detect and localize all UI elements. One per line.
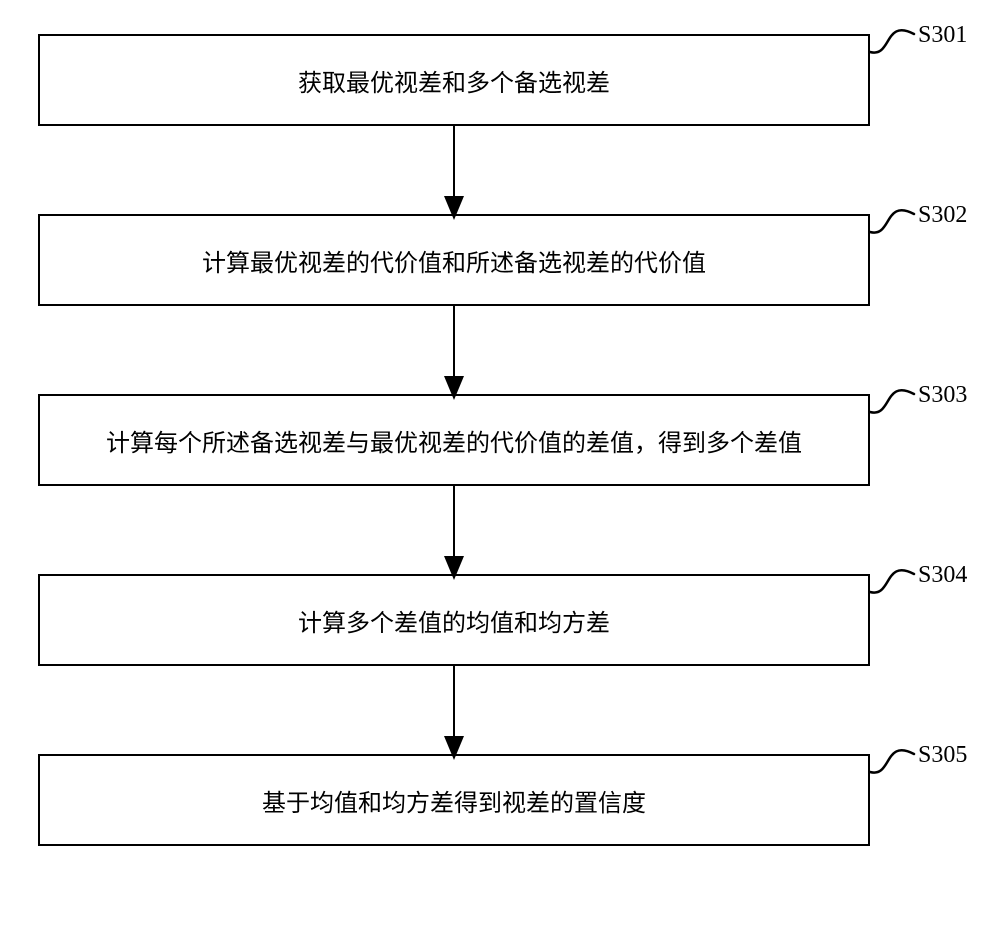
label-connector-S303 (870, 390, 914, 412)
flow-step-text: 计算最优视差的代价值和所述备选视差的代价值 (202, 243, 706, 278)
flow-step-S305: 基于均值和均方差得到视差的置信度 (38, 754, 870, 846)
flow-step-text: 计算每个所述备选视差与最优视差的代价值的差值，得到多个差值 (106, 423, 802, 458)
label-connector-S305 (870, 750, 914, 772)
step-label-S302: S302 (918, 202, 967, 229)
flow-step-text: 获取最优视差和多个备选视差 (298, 63, 610, 98)
label-connector-S302 (870, 210, 914, 232)
flowchart-canvas: 获取最优视差和多个备选视差 S301 计算最优视差的代价值和所述备选视差的代价值 S3… (0, 0, 1000, 936)
label-connector-S304 (870, 570, 914, 592)
step-label-S301: S301 (918, 22, 967, 49)
step-label-S303: S303 (918, 382, 967, 409)
flow-step-text: 基于均值和均方差得到视差的置信度 (262, 783, 646, 818)
flow-step-S303: 计算每个所述备选视差与最优视差的代价值的差值，得到多个差值 (38, 394, 870, 486)
flow-step-S301: 获取最优视差和多个备选视差 (38, 34, 870, 126)
label-connector-S301 (870, 30, 914, 52)
step-label-S305: S305 (918, 742, 967, 769)
flow-step-S302: 计算最优视差的代价值和所述备选视差的代价值 (38, 214, 870, 306)
flow-step-text: 计算多个差值的均值和均方差 (298, 603, 610, 638)
step-label-S304: S304 (918, 562, 967, 589)
flow-step-S304: 计算多个差值的均值和均方差 (38, 574, 870, 666)
